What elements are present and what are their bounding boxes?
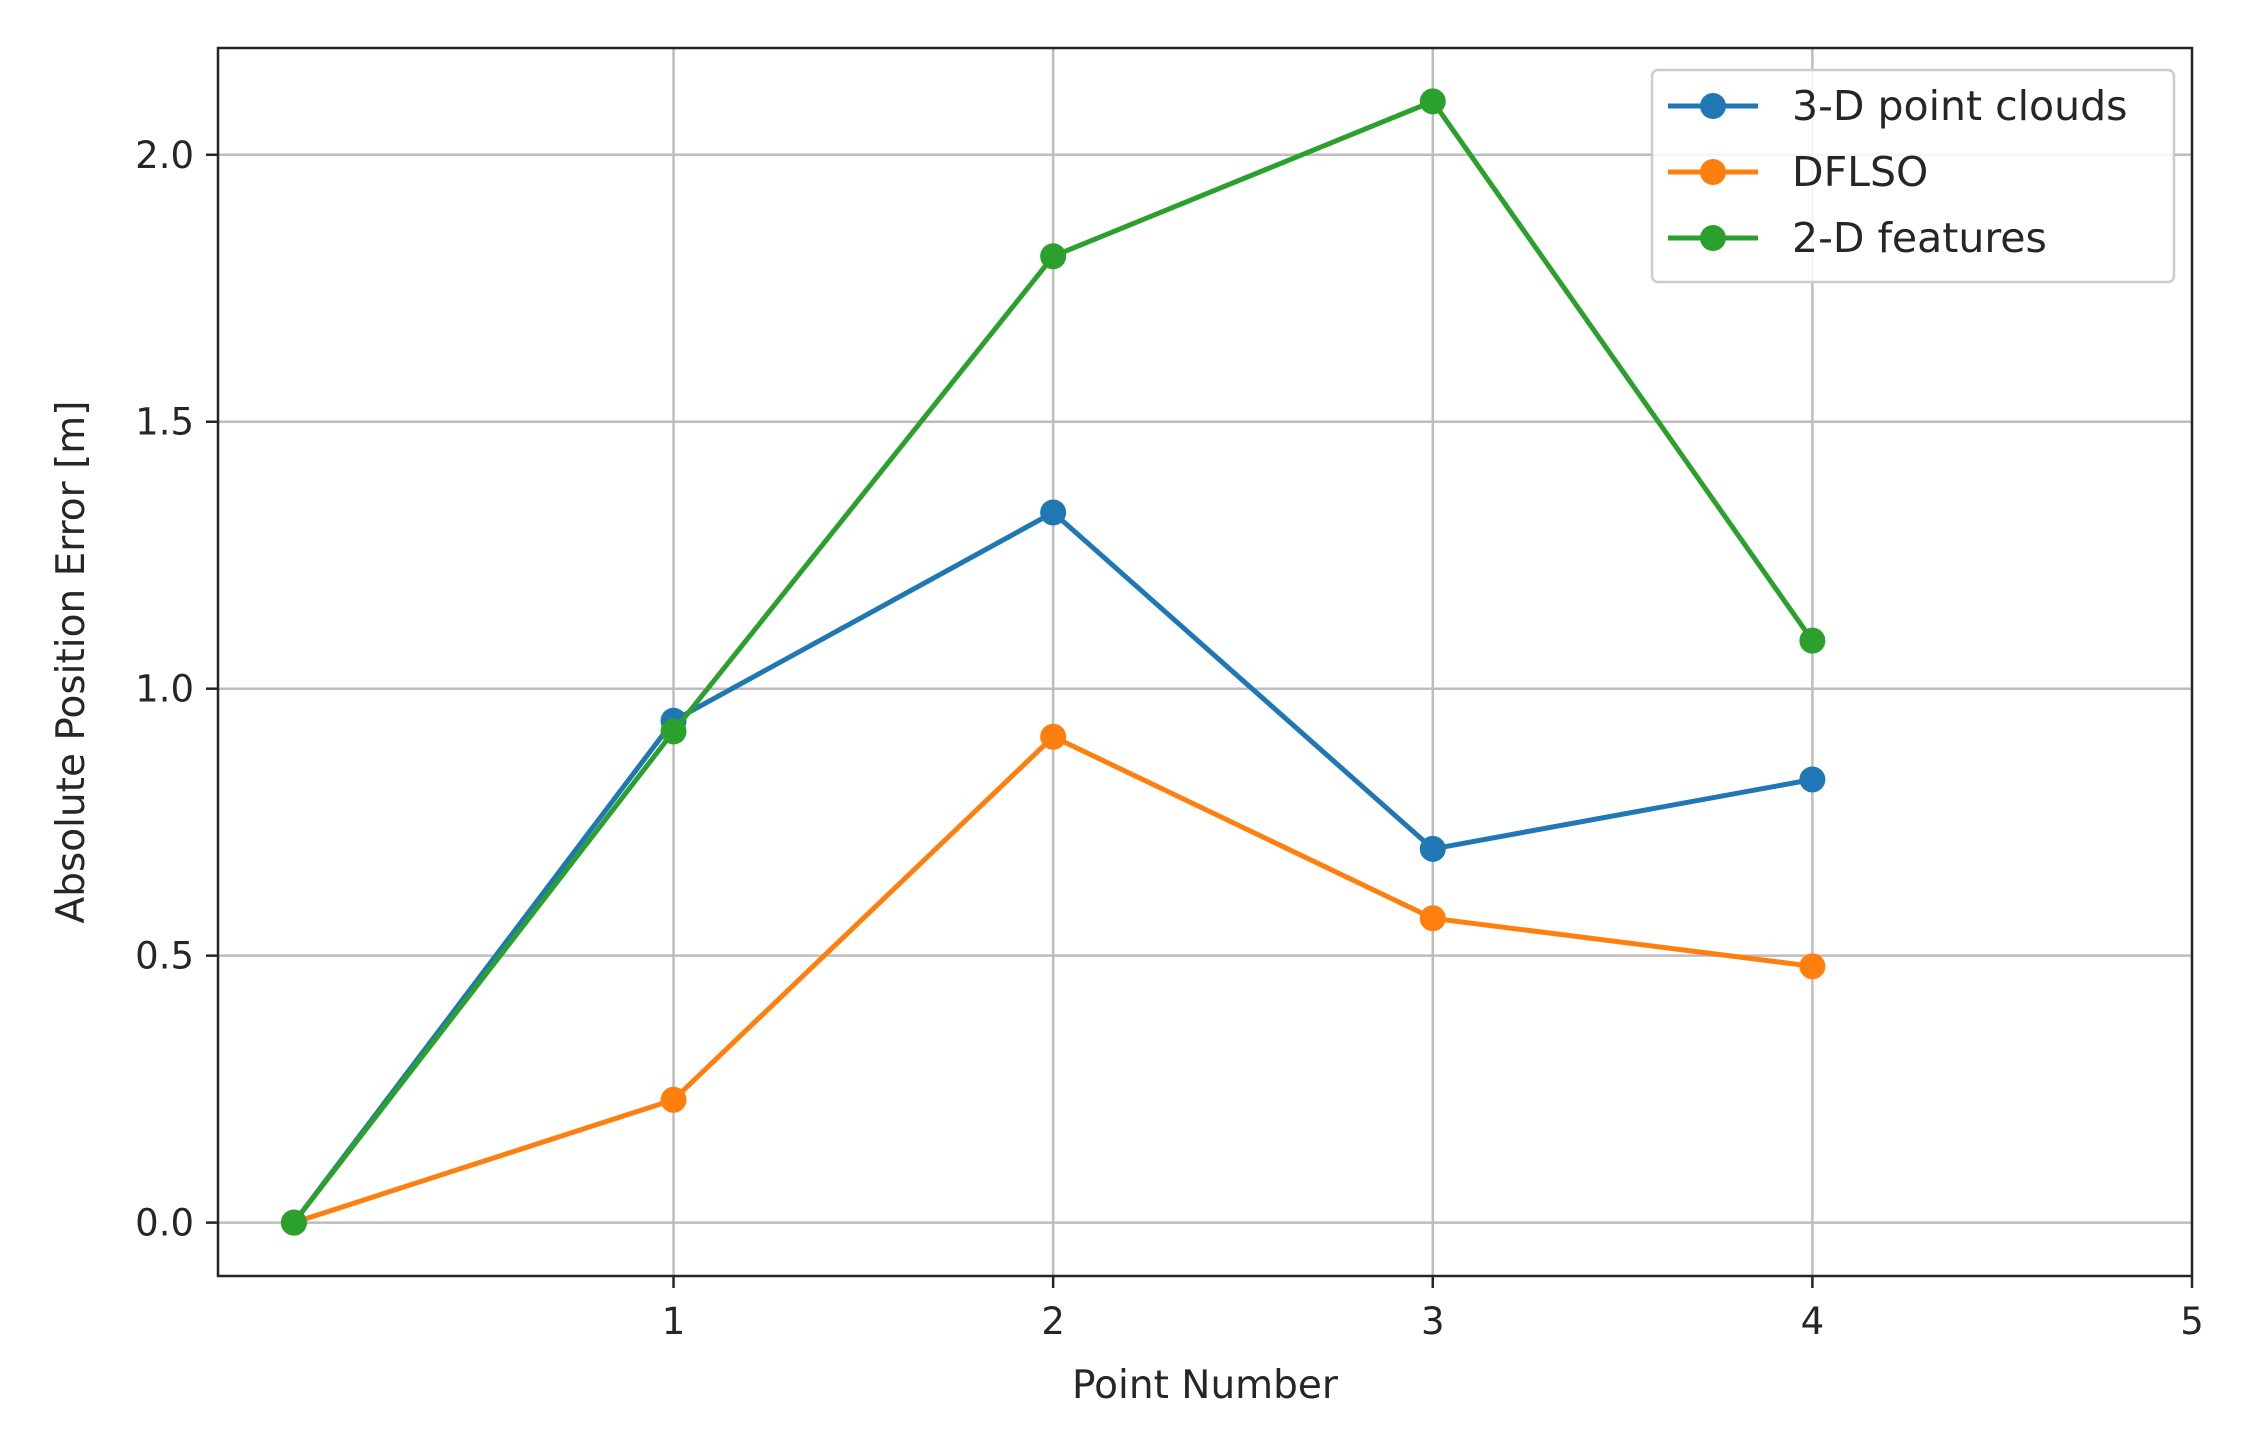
x-tick-label: 4 (1801, 1300, 1825, 1343)
data-point (1040, 243, 1067, 270)
legend-marker (1700, 93, 1726, 119)
y-tick-label: 2.0 (135, 134, 194, 177)
series-3-d-point-clouds (280, 499, 1826, 1236)
y-tick-label: 1.0 (135, 668, 194, 711)
x-tick-label: 3 (1421, 1300, 1445, 1343)
series-layer (280, 88, 1826, 1236)
data-point (1799, 627, 1826, 654)
data-point (1799, 766, 1826, 793)
data-point (1040, 723, 1067, 750)
y-axis-label: Absolute Position Error [m] (49, 401, 94, 924)
x-tick-label: 2 (1041, 1300, 1065, 1343)
legend-label: DFLSO (1792, 148, 1928, 196)
y-tick-label: 0.5 (135, 935, 194, 978)
legend-label: 3-D point clouds (1792, 82, 2127, 130)
data-point (1040, 499, 1067, 526)
legend-item: DFLSO (1668, 148, 1928, 196)
y-tick-label: 0.0 (135, 1202, 194, 1245)
data-point (1419, 835, 1446, 862)
axis-ticks: 1 2 3 4 5 0.0 0.5 1.0 1.5 2.0 (135, 134, 2204, 1343)
legend-item: 3-D point clouds (1668, 82, 2127, 130)
legend-label: 2-D features (1792, 214, 2047, 262)
legend: 3-D point clouds DFLSO 2-D features (1650, 68, 2176, 284)
data-point (660, 1086, 687, 1113)
series-2-d-features (280, 88, 1826, 1236)
legend-marker (1700, 225, 1726, 251)
data-point (1419, 88, 1446, 115)
legend-marker (1700, 159, 1726, 185)
x-axis-label: Point Number (1072, 1363, 1339, 1408)
legend-item: 2-D features (1668, 214, 2047, 262)
x-tick-label: 5 (2180, 1300, 2204, 1343)
data-point (660, 718, 687, 745)
data-point (1419, 905, 1446, 932)
x-tick-label: 1 (662, 1300, 686, 1343)
data-point (280, 1209, 307, 1236)
y-tick-label: 1.5 (135, 401, 194, 444)
axes-frame (216, 46, 2194, 1278)
data-point (1799, 953, 1826, 980)
legend-box (1650, 68, 2176, 284)
